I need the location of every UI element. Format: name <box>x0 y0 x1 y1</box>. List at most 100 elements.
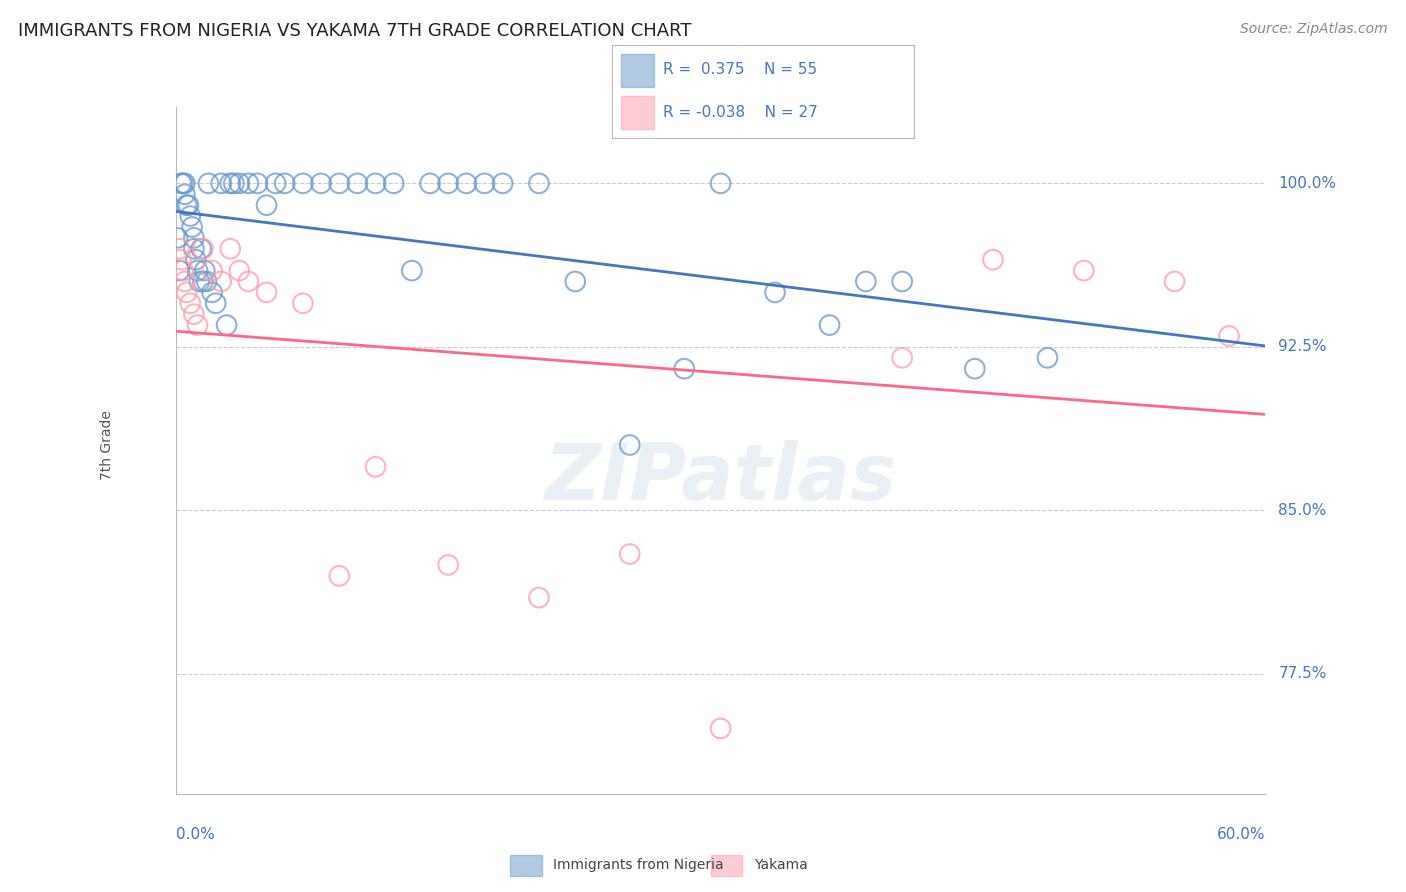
Text: 100.0%: 100.0% <box>1278 176 1337 191</box>
Point <box>1036 351 1059 365</box>
Point <box>169 263 191 277</box>
Point <box>219 242 242 256</box>
Point <box>186 263 209 277</box>
Text: Yakama: Yakama <box>754 858 808 872</box>
Point <box>228 263 250 277</box>
Point <box>246 177 269 191</box>
Point <box>209 275 232 289</box>
Point <box>172 177 194 191</box>
Point <box>197 177 219 191</box>
Point <box>238 177 260 191</box>
Point <box>256 198 278 212</box>
Point <box>619 547 641 561</box>
Point <box>179 296 201 310</box>
Text: ZIPatlas: ZIPatlas <box>544 440 897 516</box>
Point <box>309 177 332 191</box>
Text: Immigrants from Nigeria: Immigrants from Nigeria <box>554 858 724 872</box>
Point <box>855 275 877 289</box>
Point <box>474 177 496 191</box>
Bar <box>620 96 654 129</box>
Point <box>1073 263 1095 277</box>
Point <box>170 252 193 267</box>
Point <box>1163 275 1185 289</box>
Text: 7th Grade: 7th Grade <box>100 410 114 480</box>
Point <box>209 177 232 191</box>
Point <box>527 591 550 605</box>
Point <box>183 231 205 245</box>
Point <box>1218 329 1240 343</box>
Point <box>238 275 260 289</box>
Point <box>222 177 245 191</box>
Text: R =  0.375    N = 55: R = 0.375 N = 55 <box>664 62 817 78</box>
Point <box>181 219 204 234</box>
Point <box>456 177 478 191</box>
Point <box>763 285 786 300</box>
Point <box>191 242 214 256</box>
Point <box>891 275 914 289</box>
Point <box>215 318 238 332</box>
Text: Source: ZipAtlas.com: Source: ZipAtlas.com <box>1240 22 1388 37</box>
Point <box>346 177 368 191</box>
Bar <box>510 855 541 876</box>
Point <box>328 177 350 191</box>
Point <box>176 198 198 212</box>
Point <box>173 187 195 202</box>
Point <box>186 318 209 332</box>
Point <box>981 252 1004 267</box>
Point <box>188 275 211 289</box>
Point <box>364 177 387 191</box>
Point <box>183 242 205 256</box>
Point <box>673 361 696 376</box>
Point <box>291 177 314 191</box>
Point <box>173 275 195 289</box>
Point <box>201 263 224 277</box>
Point <box>179 209 201 223</box>
Point <box>818 318 841 332</box>
Point <box>191 275 214 289</box>
Point <box>204 296 226 310</box>
Text: 92.5%: 92.5% <box>1278 339 1327 354</box>
Text: R = -0.038    N = 27: R = -0.038 N = 27 <box>664 104 818 120</box>
Text: 85.0%: 85.0% <box>1278 503 1327 518</box>
Point <box>527 177 550 191</box>
Point <box>195 275 218 289</box>
Point <box>619 438 641 452</box>
Point <box>364 459 387 474</box>
Point <box>264 177 287 191</box>
Point <box>963 361 986 376</box>
Point <box>437 558 460 572</box>
Bar <box>620 54 654 87</box>
Point <box>166 231 188 245</box>
Point <box>201 285 224 300</box>
Point <box>891 351 914 365</box>
Point <box>419 177 441 191</box>
Bar <box>711 855 742 876</box>
Text: 60.0%: 60.0% <box>1218 827 1265 841</box>
Point <box>173 177 195 191</box>
Text: 0.0%: 0.0% <box>176 827 215 841</box>
Point <box>437 177 460 191</box>
Point <box>291 296 314 310</box>
Point <box>170 177 193 191</box>
Point <box>169 242 191 256</box>
Point <box>710 177 733 191</box>
Point <box>256 285 278 300</box>
Text: IMMIGRANTS FROM NIGERIA VS YAKAMA 7TH GRADE CORRELATION CHART: IMMIGRANTS FROM NIGERIA VS YAKAMA 7TH GR… <box>18 22 692 40</box>
Point <box>710 722 733 736</box>
Point <box>401 263 423 277</box>
Point <box>176 285 198 300</box>
Point <box>228 177 250 191</box>
Point <box>172 263 194 277</box>
Point <box>194 263 217 277</box>
Point <box>183 307 205 321</box>
Point <box>190 242 212 256</box>
Point <box>274 177 297 191</box>
Point <box>184 252 207 267</box>
Point <box>219 177 242 191</box>
Text: 77.5%: 77.5% <box>1278 666 1327 681</box>
Point <box>382 177 405 191</box>
Point <box>177 198 200 212</box>
Point <box>564 275 586 289</box>
Point <box>328 569 350 583</box>
Point <box>492 177 515 191</box>
